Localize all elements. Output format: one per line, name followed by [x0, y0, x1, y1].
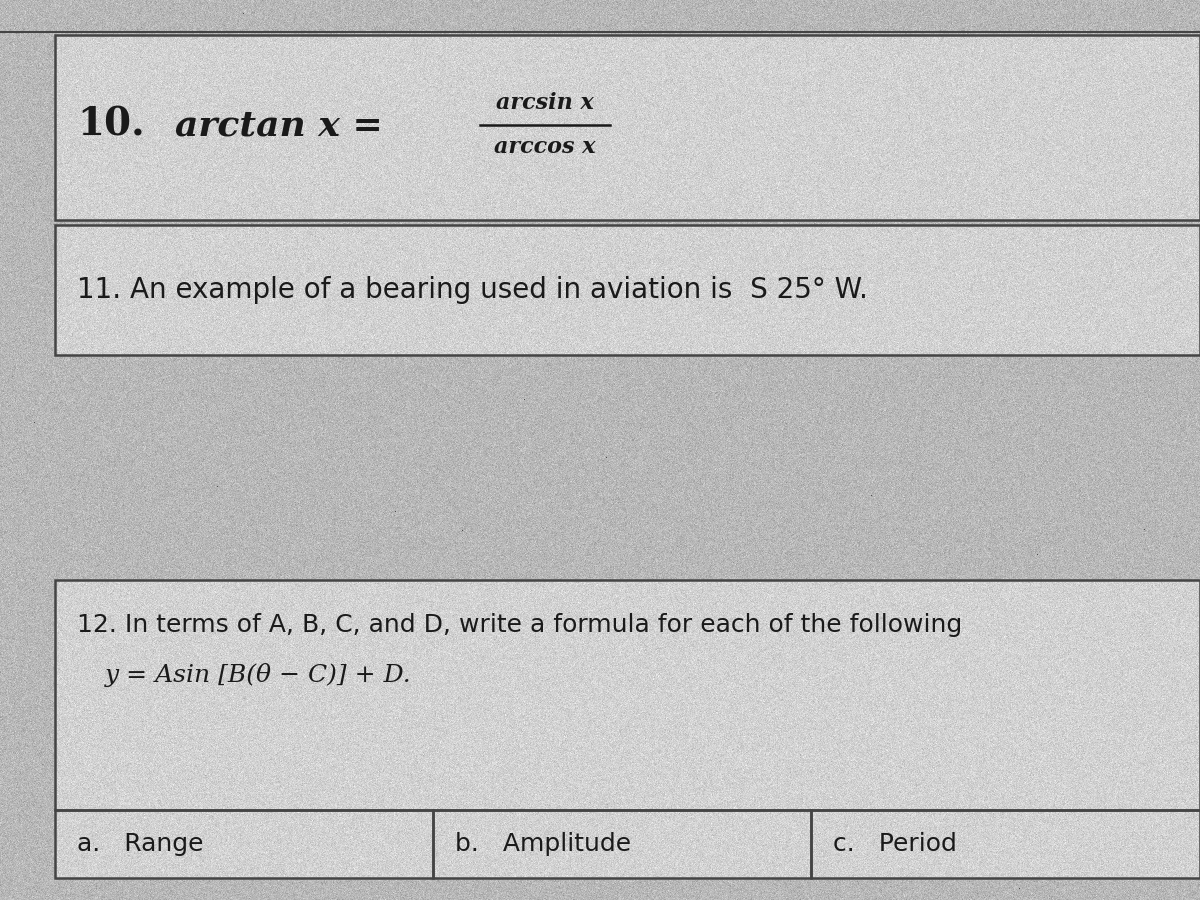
- Bar: [55, 35, 1200, 220]
- Text: a.   Range: a. Range: [77, 832, 204, 856]
- Bar: [55, 225, 1200, 355]
- Bar: [55, 580, 1200, 810]
- Text: arctan x =: arctan x =: [175, 108, 383, 142]
- Text: b.   Amplitude: b. Amplitude: [455, 832, 631, 856]
- Text: arcsin x: arcsin x: [496, 92, 594, 114]
- Bar: [811, 810, 1200, 878]
- Text: y = Asin [B(θ − C)] + D.: y = Asin [B(θ − C)] + D.: [106, 663, 412, 687]
- Bar: [55, 810, 433, 878]
- Text: 11. An example of a bearing used in aviation is  S 25° W.: 11. An example of a bearing used in avia…: [77, 276, 868, 304]
- Text: 12. In terms of A, B, C, and D, write a formula for each of the following: 12. In terms of A, B, C, and D, write a …: [77, 613, 962, 637]
- Bar: [433, 810, 811, 878]
- Text: 10.: 10.: [77, 106, 145, 144]
- Text: c.   Period: c. Period: [833, 832, 956, 856]
- Text: arccos x: arccos x: [494, 136, 595, 158]
